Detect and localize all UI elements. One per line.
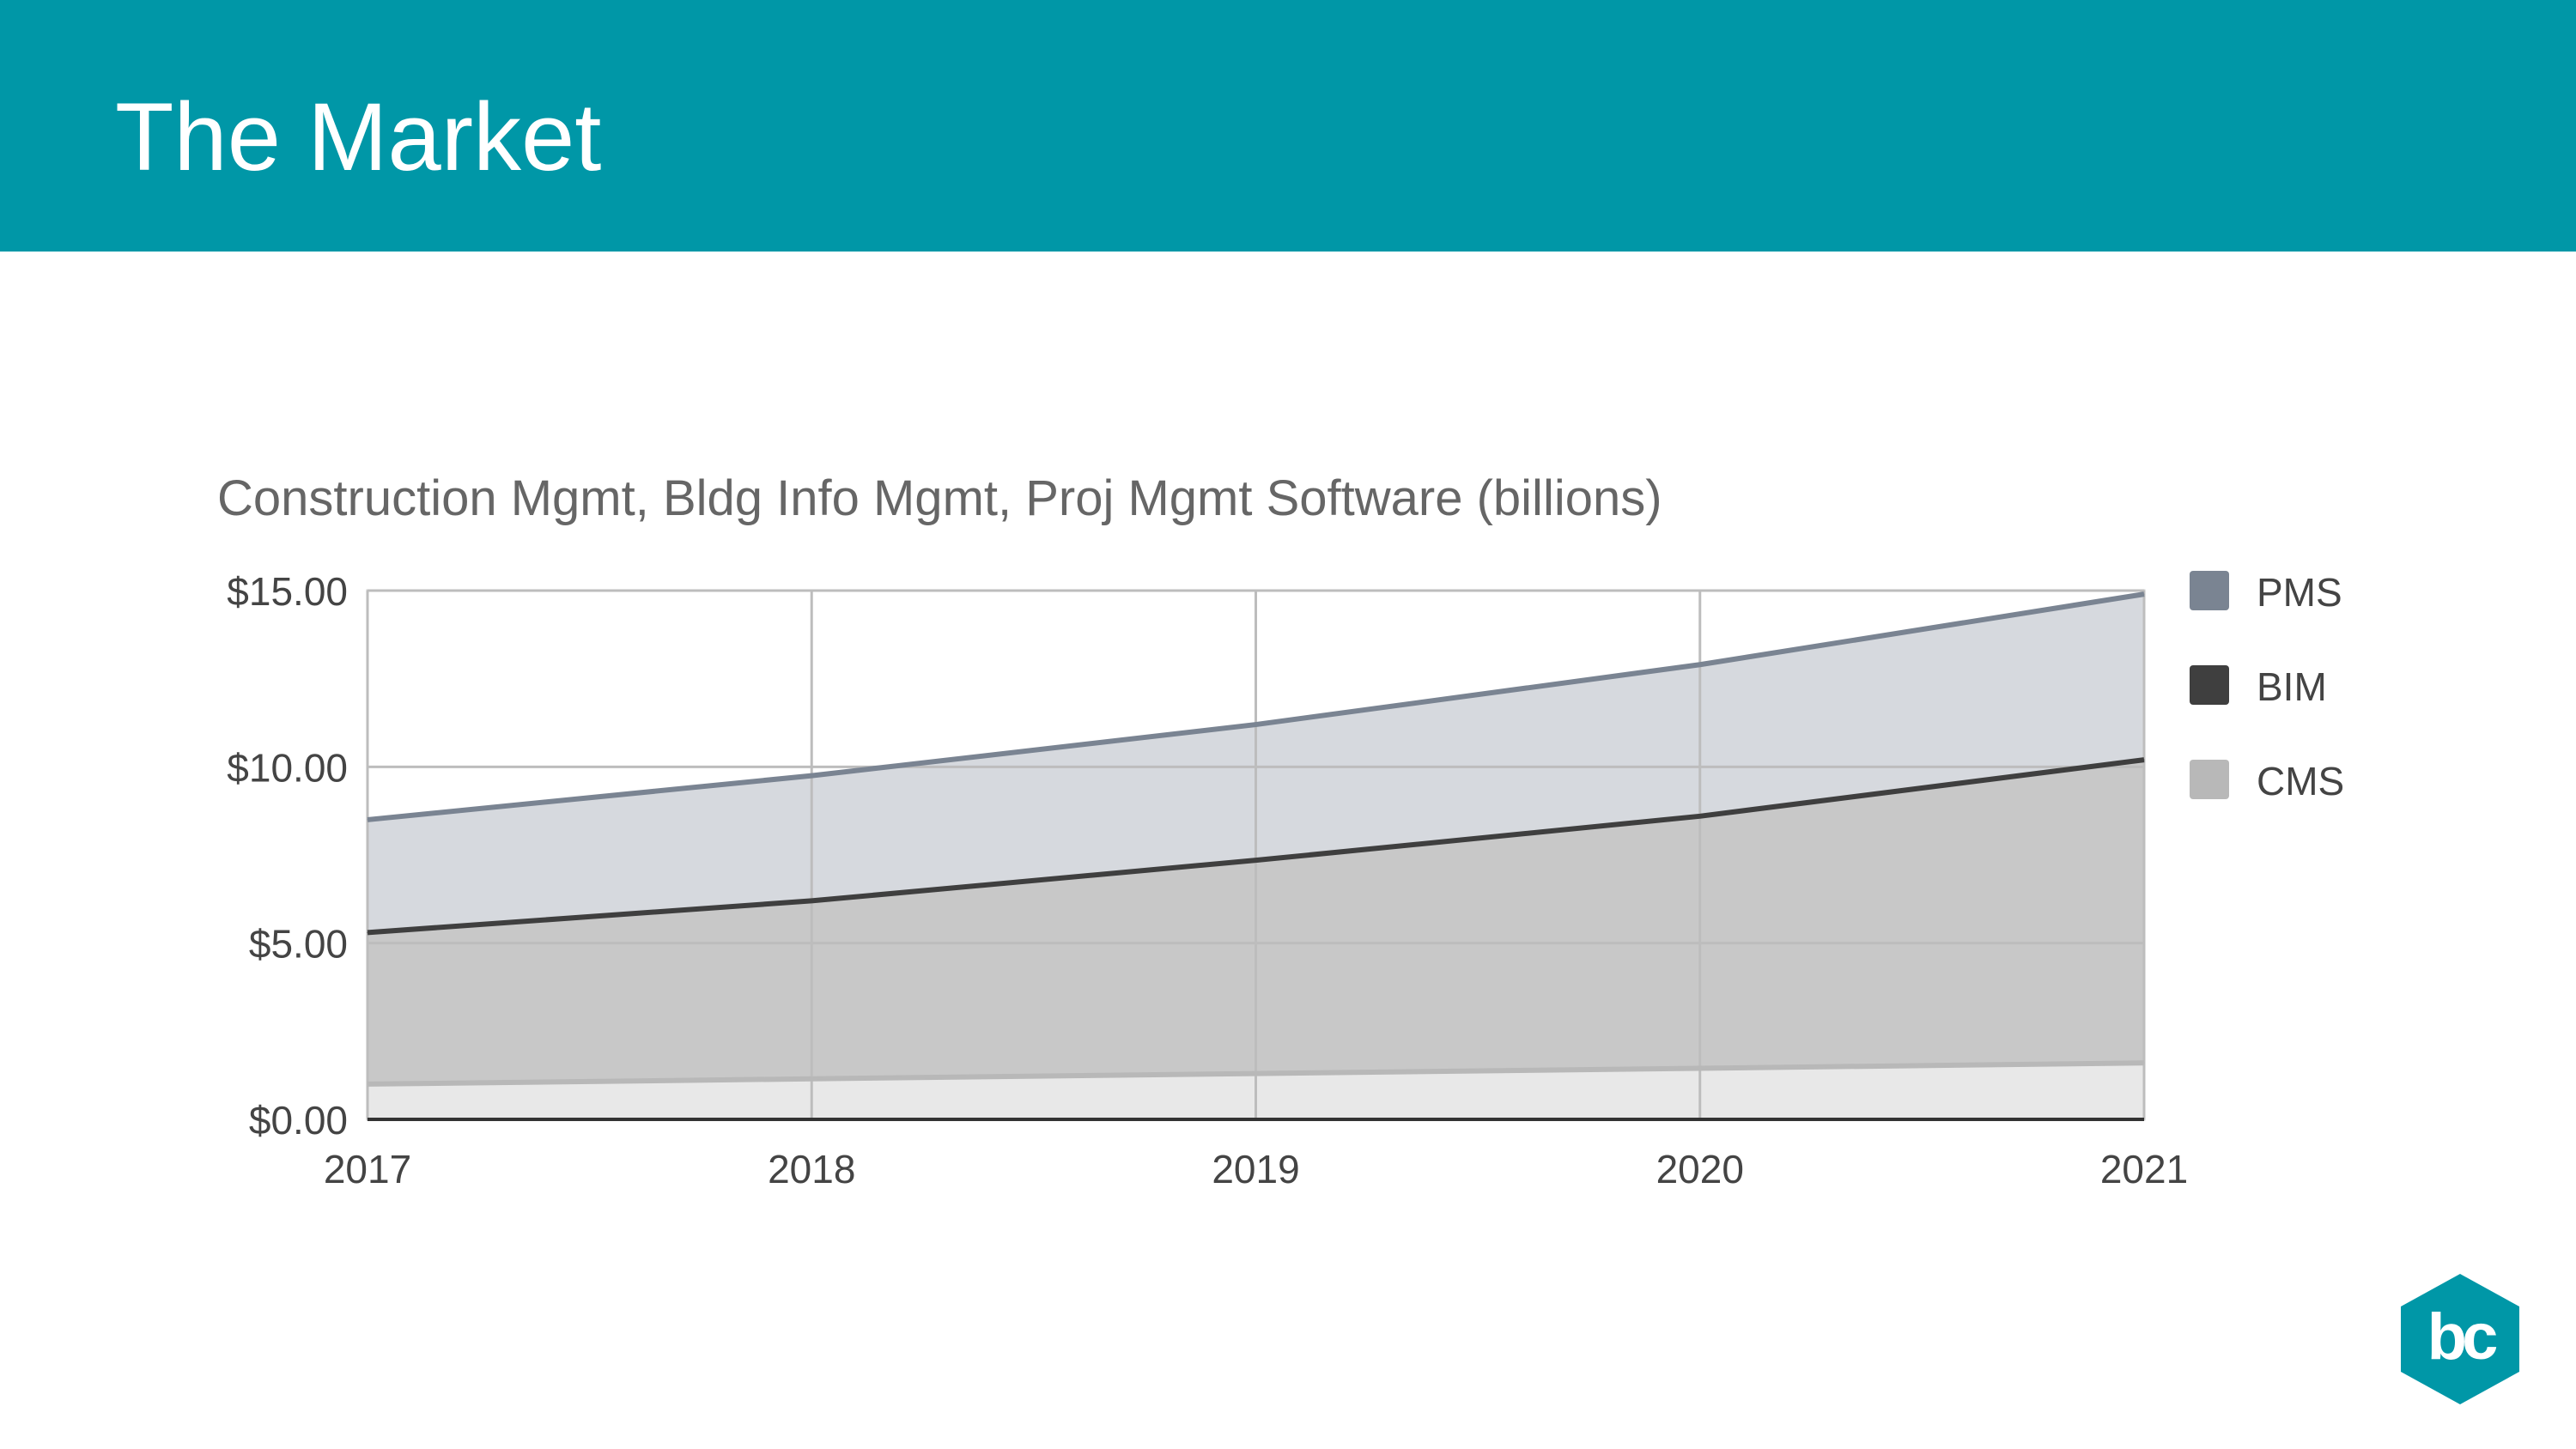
legend-label-bim: BIM: [2257, 664, 2327, 709]
y-axis-ticks: $0.00 $5.00 $10.00 $15.00: [227, 569, 348, 1143]
y-tick-label: $10.00: [227, 745, 348, 790]
y-tick-label: $5.00: [249, 922, 348, 967]
point-bim-2018: [811, 900, 812, 901]
point-cms-2019: [1255, 1073, 1256, 1075]
bc-hexagon-logo: bc: [2401, 1274, 2519, 1404]
point-bim-2021: [2143, 759, 2145, 761]
x-tick-label: 2021: [2100, 1147, 2188, 1191]
point-pms-2018: [811, 775, 812, 777]
legend-swatch-cms: [2190, 760, 2229, 799]
chart-lines: [367, 591, 2145, 1087]
point-bim-2020: [1699, 815, 1701, 817]
x-tick-label: 2019: [1212, 1147, 1299, 1191]
x-tick-label: 2017: [324, 1147, 411, 1191]
legend-label-pms: PMS: [2257, 570, 2342, 615]
slide-header: The Market: [0, 0, 2576, 252]
point-cms-2020: [1699, 1067, 1701, 1069]
chart-legend: PMS BIM CMS: [2190, 570, 2344, 803]
point-pms-2019: [1255, 724, 1256, 725]
point-bim-2019: [1255, 859, 1256, 861]
x-tick-label: 2020: [1656, 1147, 1744, 1191]
point-pms-2021: [2143, 593, 2145, 595]
point-cms-2018: [811, 1078, 812, 1080]
y-tick-label: $15.00: [227, 569, 348, 614]
legend-swatch-bim: [2190, 665, 2229, 705]
point-cms-2021: [2143, 1062, 2145, 1064]
chart-grid: [366, 589, 2146, 1121]
y-tick-label: $0.00: [249, 1098, 348, 1143]
logo-text: bc: [2427, 1300, 2497, 1373]
legend-swatch-pms: [2190, 571, 2229, 610]
x-axis-ticks: 2017 2018 2019 2020 2021: [324, 1147, 2188, 1191]
point-pms-2020: [1699, 664, 1701, 665]
x-tick-label: 2018: [768, 1147, 855, 1191]
page-title: The Market: [115, 83, 602, 191]
chart-title: Construction Mgmt, Bldg Info Mgmt, Proj …: [217, 470, 1662, 526]
legend-label-cms: CMS: [2257, 759, 2344, 803]
logo-hexagon-icon: [2401, 1274, 2519, 1404]
